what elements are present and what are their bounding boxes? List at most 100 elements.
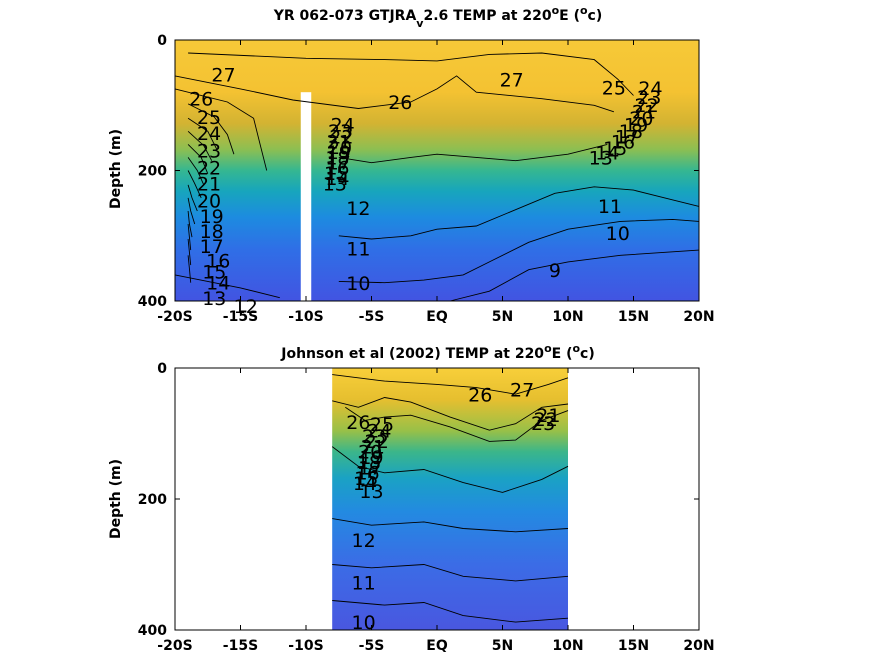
contour-label-13: 13	[323, 173, 347, 195]
y-tick-label: 0	[157, 361, 167, 377]
contour-label-18: 18	[357, 452, 381, 474]
x-tick-label: -15S	[223, 638, 258, 654]
contour-20	[187, 157, 205, 186]
bottom-title: Johnson et al (2002) TEMP at 220oE (oc)	[280, 342, 594, 362]
contour-12	[174, 274, 280, 299]
contour-label-25: 25	[602, 77, 626, 99]
contour-label-12: 12	[234, 296, 258, 318]
contour-label-14: 14	[206, 273, 230, 295]
contour-label-14: 14	[325, 168, 349, 190]
contour-13	[331, 446, 569, 493]
x-tick-label: 20N	[683, 309, 714, 325]
contour-label-24: 24	[367, 421, 391, 443]
contour-label-26: 26	[189, 89, 213, 111]
contour-label-13: 13	[589, 147, 613, 169]
contour-label-18: 18	[325, 147, 349, 169]
contour-label-12: 12	[346, 198, 370, 220]
contour-label-17: 17	[200, 236, 224, 258]
top-contour-labels: 2423222120191817161514132423222120191817…	[189, 64, 663, 318]
contour-label-19: 19	[327, 142, 351, 164]
contour-label-23: 23	[637, 87, 661, 109]
x-tick-label: -5S	[359, 638, 385, 654]
contour-label-20: 20	[328, 137, 352, 159]
contour-label-21: 21	[536, 405, 560, 427]
contour-16	[187, 210, 193, 238]
bottom-y-axis-label: Depth (m)	[108, 459, 124, 539]
y-tick-label: 200	[138, 492, 167, 508]
contour-label-14: 14	[595, 143, 619, 165]
contour-label-17: 17	[327, 152, 351, 174]
contour-18	[187, 184, 198, 212]
contour-19	[187, 170, 202, 199]
contour-label-22: 22	[635, 95, 659, 117]
contour-14	[187, 238, 192, 266]
contour-label-17: 17	[358, 457, 382, 479]
x-tick-label: -20S	[157, 638, 192, 654]
contour-label-12: 12	[352, 530, 376, 552]
contour-25	[345, 406, 569, 442]
contour-label-23: 23	[328, 121, 352, 143]
top-title: YR 062-073 GTJRAv2.6 TEMP at 220oE (oc)	[273, 4, 602, 30]
x-tick-label: 5N	[492, 638, 513, 654]
x-tick-label: 15N	[618, 638, 649, 654]
contour-label-21: 21	[632, 102, 656, 124]
contour-label-11: 11	[352, 573, 376, 595]
contour-label-19: 19	[624, 115, 648, 137]
bottom-panel: Johnson et al (2002) TEMP at 220oE (oc) …	[108, 342, 715, 654]
y-tick-label: 400	[138, 294, 167, 310]
contour-label-20: 20	[197, 190, 221, 212]
x-tick-label: EQ	[426, 309, 448, 325]
contour-label-23: 23	[362, 426, 386, 448]
contour-12	[338, 143, 608, 164]
top-axis-ticks: -20S -15S -10S -5S EQ 5N 10N 15N 20N 0 200 400	[138, 33, 715, 325]
x-tick-label: 5N	[492, 309, 513, 325]
contour-25	[174, 88, 268, 171]
contour-label-11: 11	[598, 196, 622, 218]
contour-label-23: 23	[197, 141, 221, 163]
contour-label-9: 9	[549, 260, 561, 282]
bottom-contour-labels: 2524232221201918171615142322212726261312…	[346, 379, 560, 634]
y-tick-label: 0	[157, 33, 167, 49]
contour-label-13: 13	[359, 481, 383, 503]
contour-label-16: 16	[355, 463, 379, 485]
contour-label-24: 24	[197, 123, 221, 145]
contour-21	[187, 144, 209, 174]
contour-label-16: 16	[206, 250, 230, 272]
contour-label-13: 13	[202, 288, 226, 310]
contour-label-18: 18	[619, 121, 643, 143]
contour-11	[332, 564, 569, 582]
top-panel: YR 062-073 GTJRAv2.6 TEMP at 220oE (oc) …	[108, 4, 715, 325]
bottom-temperature-field	[332, 368, 568, 630]
contour-label-20: 20	[358, 442, 382, 464]
contour-22	[187, 130, 213, 161]
contour-label-26: 26	[346, 412, 370, 434]
contour-23	[187, 117, 218, 150]
x-tick-label: -5S	[359, 309, 385, 325]
contour-label-10: 10	[346, 273, 370, 295]
contour-label-22: 22	[534, 409, 558, 431]
top-contours	[174, 52, 700, 302]
contour-label-24: 24	[638, 78, 662, 100]
contour-label-20: 20	[629, 108, 653, 130]
contour-label-16: 16	[325, 158, 349, 180]
contour-9	[449, 249, 700, 302]
contour-label-18: 18	[200, 221, 224, 243]
contour-24	[187, 103, 235, 155]
x-tick-label: -10S	[288, 309, 323, 325]
contour-label-15: 15	[202, 261, 226, 283]
contour-label-22: 22	[365, 431, 389, 453]
contour-label-27: 27	[500, 70, 524, 92]
x-tick-label: 20N	[683, 638, 714, 654]
x-tick-label: 10N	[552, 638, 583, 654]
contour-label-26: 26	[388, 92, 412, 114]
contour-26	[174, 75, 615, 113]
x-tick-label: 10N	[552, 309, 583, 325]
bottom-axis-ticks: -20S -15S -10S -5S EQ 5N 10N 15N 20N 0 200 400	[138, 361, 715, 654]
top-temperature-field	[175, 40, 699, 301]
x-tick-label: 15N	[618, 309, 649, 325]
contour-label-23: 23	[531, 413, 555, 435]
contour-label-27: 27	[211, 64, 235, 86]
bottom-contours	[331, 374, 569, 623]
contour-27	[332, 374, 569, 395]
